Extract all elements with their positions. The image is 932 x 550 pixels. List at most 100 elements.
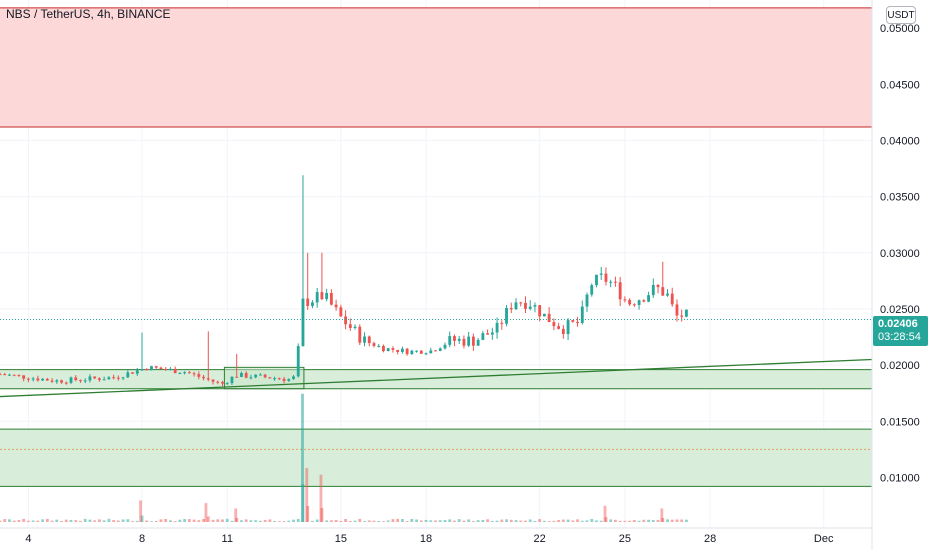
- volume-bar: [140, 515, 144, 522]
- candle-body: [211, 379, 215, 382]
- candle-body: [609, 281, 613, 283]
- candle-body: [632, 304, 636, 306]
- volume-spike: [660, 508, 664, 522]
- candle-body: [277, 378, 281, 380]
- volume-bar: [443, 519, 447, 522]
- volume-bar: [69, 520, 73, 522]
- candle-body: [353, 326, 357, 328]
- volume-bar: [566, 519, 570, 522]
- candle-body: [448, 336, 452, 345]
- time-tick-label: 28: [704, 533, 716, 545]
- volume-bar: [216, 519, 220, 522]
- volume-bar: [651, 519, 655, 522]
- price-axis[interactable]: 0.05000 0.04500 0.04000 0.03500 0.03000 0.025…: [871, 0, 920, 550]
- volume-bar: [329, 520, 333, 522]
- volume-bar: [320, 508, 324, 522]
- volume-bar: [325, 520, 329, 522]
- volume-bar: [45, 518, 49, 522]
- candle-body: [36, 378, 40, 381]
- candle-body: [235, 376, 239, 378]
- volume-bar: [249, 520, 253, 522]
- candle-body: [685, 309, 688, 317]
- price-tick-label: 0.02500: [880, 304, 920, 316]
- volume-spike: [603, 505, 607, 522]
- candle-body: [552, 322, 556, 327]
- volume-bar: [169, 520, 172, 522]
- volume-bar: [382, 521, 385, 522]
- volume-bar: [60, 520, 63, 522]
- volume-bar: [628, 520, 632, 522]
- volume-bar: [467, 519, 471, 522]
- candle-body: [169, 368, 172, 370]
- volume-bar: [528, 519, 532, 522]
- volume-bar: [159, 519, 163, 522]
- candle-body: [273, 378, 276, 380]
- candle-body: [557, 326, 561, 329]
- candle-body: [680, 315, 684, 317]
- volume-bar: [306, 506, 310, 522]
- volume-bar: [434, 520, 437, 522]
- candle-body: [159, 367, 163, 370]
- candle-body: [249, 377, 253, 379]
- candle-body: [83, 380, 87, 382]
- candle-body: [367, 336, 371, 344]
- volume-bar: [206, 516, 210, 522]
- volume-bar: [221, 519, 224, 522]
- volume-bar: [126, 519, 130, 522]
- candle-body: [377, 345, 381, 347]
- candle-body: [126, 372, 130, 378]
- volume-bar: [613, 519, 617, 522]
- volume-bar: [685, 519, 688, 522]
- candle-body: [538, 305, 542, 317]
- volume-bar: [277, 521, 281, 522]
- volume-bar: [599, 520, 603, 522]
- candle-body: [651, 284, 655, 296]
- candle-body: [88, 376, 92, 381]
- candle-body: [628, 299, 632, 305]
- candle-body: [329, 292, 333, 305]
- currency-button[interactable]: USDT: [886, 6, 916, 24]
- volume-bar: [363, 521, 366, 522]
- time-axis[interactable]: 4 8 11 15 18 22 25 28 Dec: [0, 527, 872, 545]
- candle-body: [64, 382, 68, 384]
- price-tick-label: 0.03500: [880, 192, 920, 204]
- volume-bar: [524, 520, 527, 522]
- candle-body: [571, 320, 575, 322]
- volume-bar: [438, 520, 442, 522]
- volume-bar: [462, 520, 466, 522]
- volume-bar: [386, 520, 390, 522]
- candle-body: [197, 374, 201, 377]
- chart-annotations: [0, 318, 873, 398]
- volume-spike: [234, 508, 238, 522]
- candle-body: [424, 353, 428, 355]
- candle-body: [296, 346, 300, 377]
- candle-body: [8, 374, 11, 376]
- candle-body: [396, 349, 400, 352]
- chart-zones: [0, 7, 872, 487]
- candle-body: [112, 377, 116, 379]
- volume-bar: [661, 518, 665, 522]
- candle-body: [50, 380, 54, 382]
- candle-body: [419, 350, 423, 354]
- candle-body: [55, 380, 59, 382]
- candle-body: [334, 304, 338, 308]
- volume-bar: [377, 520, 381, 522]
- candle-body: [315, 292, 319, 303]
- candle-body: [287, 379, 291, 381]
- candle-body: [116, 377, 120, 379]
- volume-bar: [666, 519, 669, 522]
- volume-bar: [145, 520, 149, 522]
- candle-body: [382, 345, 385, 352]
- volume-bar: [344, 518, 348, 522]
- volume-bar: [178, 519, 182, 522]
- volume-bar: [509, 519, 513, 522]
- last-price-label: 0.02406 03:28:54: [873, 316, 928, 346]
- volume-bar: [495, 520, 499, 522]
- volume-bar: [192, 519, 196, 522]
- resistance-zone: [0, 7, 872, 127]
- candle-body: [282, 378, 286, 381]
- volume-bar: [505, 519, 508, 522]
- price-tick-label: 0.04000: [880, 135, 920, 147]
- volume-bar: [36, 520, 40, 522]
